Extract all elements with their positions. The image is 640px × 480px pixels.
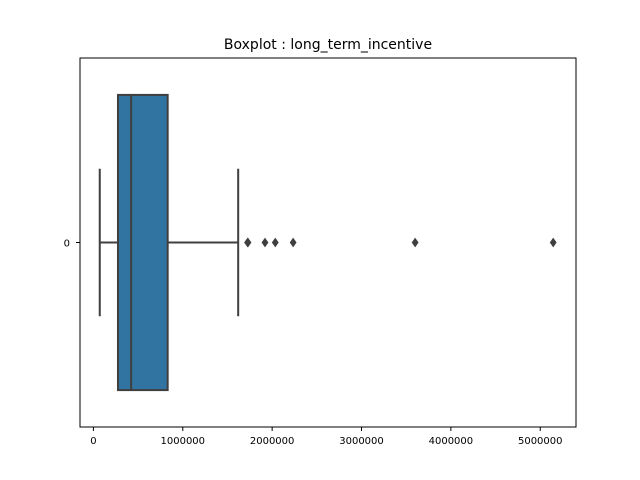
iqr-box	[116, 93, 169, 392]
axes: 0 0 1000000 2000000 3000000 4000000 5000000	[64, 239, 563, 448]
outlier-point	[411, 237, 419, 248]
outlier-point	[244, 237, 252, 248]
x-tick-label: 4000000	[429, 436, 474, 447]
x-tick-label: 5000000	[518, 436, 563, 447]
chart-title: Boxplot : long_term_incentive	[224, 37, 432, 53]
outlier-point	[289, 237, 297, 248]
x-tick-label: 0	[90, 436, 96, 447]
outlier-point	[271, 237, 279, 248]
outlier-point	[549, 237, 557, 248]
outlier-point	[261, 237, 269, 248]
x-tick-label: 1000000	[161, 436, 206, 447]
x-tick-label: 2000000	[250, 436, 295, 447]
box-marks	[98, 93, 557, 392]
y-tick-label: 0	[64, 239, 70, 250]
x-tick-label: 3000000	[339, 436, 384, 447]
